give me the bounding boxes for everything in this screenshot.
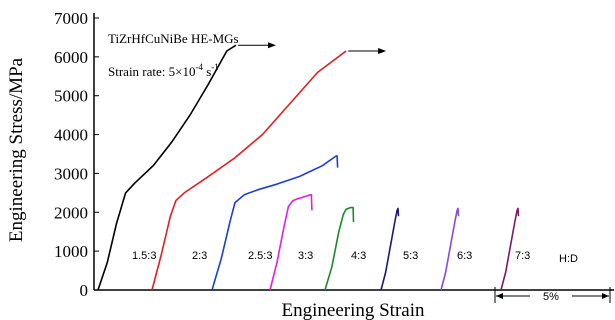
curve-label: 2.5:3 (248, 250, 272, 262)
curve-1-5-3 (97, 44, 237, 291)
y-tick-label: 7000 (54, 9, 88, 28)
fracture-arrow-head (378, 48, 387, 55)
y-axis-title: Engineering Stress/MPa (6, 57, 27, 242)
curve-2-5-3 (211, 155, 339, 291)
curve-label: 4:3 (351, 250, 366, 262)
curve-5-3 (380, 207, 400, 291)
curve-label: 7:3 (515, 250, 530, 262)
curve-label: 2:3 (192, 250, 207, 262)
x-axis-title: Engineering Strain (282, 300, 425, 320)
category-labels: 1.5:3 2:3 2.5:3 3:3 4:3 5:3 6:3 7:3 (132, 250, 530, 262)
y-tick-label: 3000 (54, 164, 88, 183)
alloy-label: TiZrHfCuNiBe HE-MGs (108, 31, 239, 46)
curve-label: 1.5:3 (132, 250, 156, 262)
y-tick-label: 6000 (54, 48, 88, 67)
y-tick-label: 5000 (54, 87, 88, 106)
y-tick-label: 2000 (54, 203, 88, 222)
curve-label: 5:3 (403, 250, 418, 262)
curve-2-3 (151, 50, 347, 291)
scale-bar-label: 5% (543, 291, 559, 303)
curves-group (97, 42, 520, 291)
curve-label: 3:3 (298, 250, 313, 262)
y-tick-label: 0 (80, 281, 89, 300)
strain-rate-exp: -4 (195, 62, 203, 72)
strain-rate-prefix: Strain rate: 5×10 (108, 64, 195, 79)
strain-rate-label: Strain rate: 5×10-4 s-1 (108, 62, 219, 79)
ratio-header: H:D (559, 253, 578, 265)
curve-7-3 (500, 207, 520, 291)
scale-bar: 5% (494, 287, 611, 303)
curve-4-3 (324, 206, 355, 291)
y-axis-ticks: 0 1000 2000 3000 4000 5000 6000 7000 (54, 9, 99, 300)
curve-label: 6:3 (457, 250, 472, 262)
fracture-arrow-head (268, 42, 276, 49)
y-tick-label: 4000 (54, 126, 88, 145)
strain-rate-unit-exp: -1 (211, 62, 219, 72)
curve-6-3 (440, 207, 460, 291)
curve-3-3 (269, 194, 313, 291)
scale-bar-arrow-left (496, 293, 503, 299)
y-tick-label: 1000 (54, 242, 88, 261)
strain-rate-unit: s (203, 64, 211, 79)
scale-bar-arrow-right (602, 293, 609, 299)
